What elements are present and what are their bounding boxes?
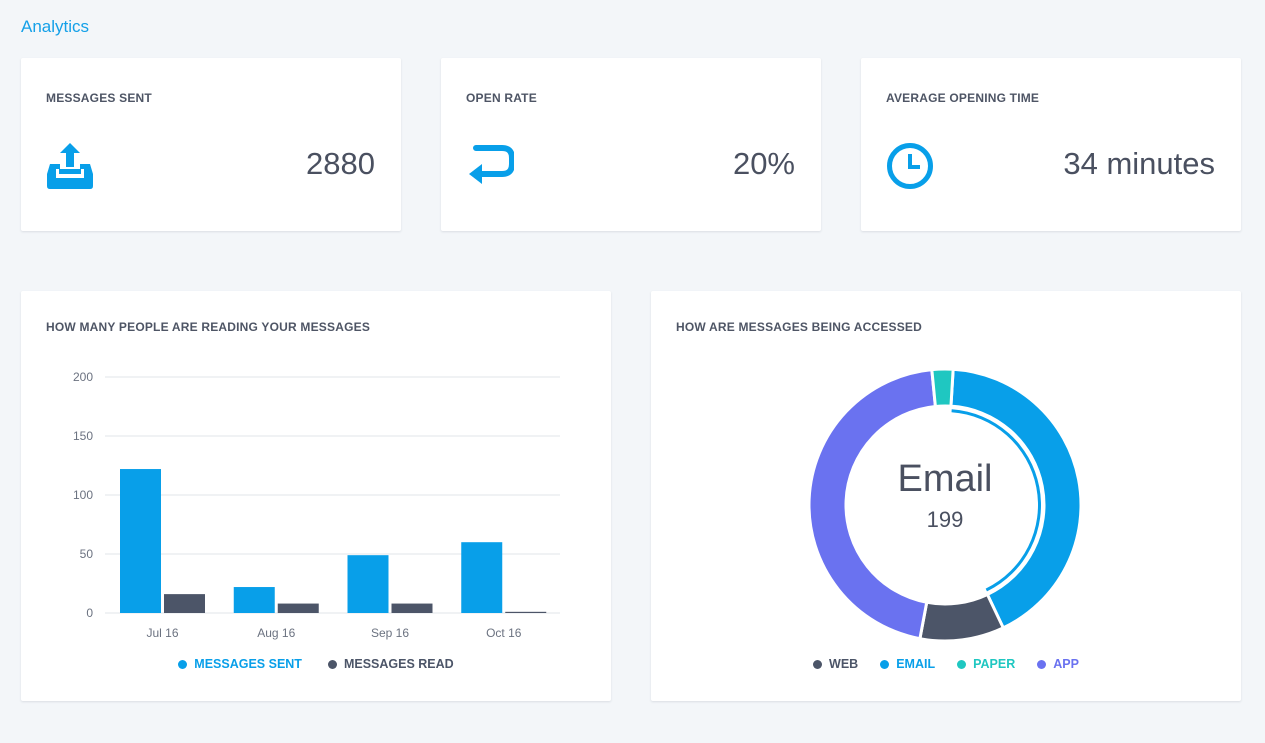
legend-item-messages-sent[interactable]: MESSAGES SENT (178, 657, 302, 671)
bar-messages-read[interactable] (277, 603, 319, 613)
donut-center-label: Email (897, 458, 992, 500)
clock-icon (887, 143, 933, 189)
average-opening-time-card: AVERAGE OPENING TIME 34 minutes (861, 58, 1241, 231)
donut-chart-legend: WEB EMAIL PAPER APP (651, 657, 1241, 671)
legend-dot-paper (957, 659, 967, 669)
legend-item-app[interactable]: APP (1037, 657, 1079, 671)
legend-label-paper: PAPER (973, 657, 1016, 671)
legend-dot-app (1037, 659, 1047, 669)
open-rate-value: 20% (732, 146, 795, 181)
donut-slice-paper[interactable] (930, 367, 955, 409)
access-channels-panel: HOW ARE MESSAGES BEING ACCESSED Email 19… (651, 291, 1241, 701)
legend-dot-web (813, 659, 823, 669)
messages-sent-value: 2880 (306, 146, 375, 181)
page-title: Analytics (21, 17, 90, 36)
donut-chart-title: HOW ARE MESSAGES BEING ACCESSED (676, 320, 923, 334)
bar-messages-sent[interactable] (461, 542, 503, 613)
bar-chart: 0 50 100 150 200 Jul 16 Aug 16 Sep 16 Oct 16 (73, 370, 560, 640)
donut-center-value: 199 (927, 507, 964, 532)
donut-slice-app[interactable] (807, 367, 938, 641)
x-tick-label: Oct 16 (486, 626, 522, 640)
legend-item-paper[interactable]: PAPER (957, 657, 1015, 671)
bar-messages-sent[interactable] (120, 469, 161, 613)
legend-label-messages-sent: MESSAGES SENT (194, 657, 302, 671)
y-tick-label: 50 (80, 547, 94, 561)
donut-slice-web[interactable] (918, 592, 1006, 643)
legend-label-app: APP (1053, 657, 1079, 671)
legend-dot-email (880, 659, 890, 669)
legend-label-email: EMAIL (896, 657, 936, 671)
legend-item-web[interactable]: WEB (813, 657, 858, 671)
y-tick-label: 150 (73, 429, 93, 443)
legend-label-web: WEB (829, 657, 859, 671)
bar-messages-sent[interactable] (233, 587, 275, 613)
y-tick-label: 100 (73, 488, 93, 502)
messages-sent-label: MESSAGES SENT (46, 91, 152, 105)
legend-item-messages-read[interactable]: MESSAGES READ (327, 657, 454, 671)
donut-chart: Email 199 (807, 367, 1083, 643)
bar-chart-legend: MESSAGES SENT MESSAGES READ (21, 657, 611, 671)
bar-messages-read[interactable] (505, 611, 547, 613)
return-arrow-icon (469, 145, 514, 184)
reading-messages-panel: HOW MANY PEOPLE ARE READING YOUR MESSAGE… (21, 291, 611, 701)
average-opening-time-value: 34 minutes (1063, 146, 1215, 181)
x-tick-label: Aug 16 (257, 626, 295, 640)
open-rate-label: OPEN RATE (466, 91, 537, 105)
upload-tray-icon (47, 143, 93, 189)
x-tick-label: Sep 16 (371, 626, 409, 640)
legend-dot-messages-sent (178, 659, 188, 669)
x-tick-label: Jul 16 (146, 626, 178, 640)
bar-messages-read[interactable] (164, 594, 205, 613)
y-tick-label: 0 (86, 606, 93, 620)
legend-item-email[interactable]: EMAIL (880, 657, 935, 671)
bar-chart-title: HOW MANY PEOPLE ARE READING YOUR MESSAGE… (46, 320, 371, 334)
open-rate-card: OPEN RATE 20% (441, 58, 821, 231)
messages-sent-card: MESSAGES SENT 2880 (21, 58, 401, 231)
legend-label-messages-read: MESSAGES READ (343, 657, 454, 671)
bar-messages-sent[interactable] (347, 555, 389, 613)
donut-slice-email[interactable] (949, 367, 1083, 630)
legend-dot-messages-read (327, 659, 337, 669)
y-tick-label: 200 (73, 370, 93, 384)
bar-messages-read[interactable] (391, 603, 433, 613)
average-opening-time-label: AVERAGE OPENING TIME (886, 91, 1040, 105)
